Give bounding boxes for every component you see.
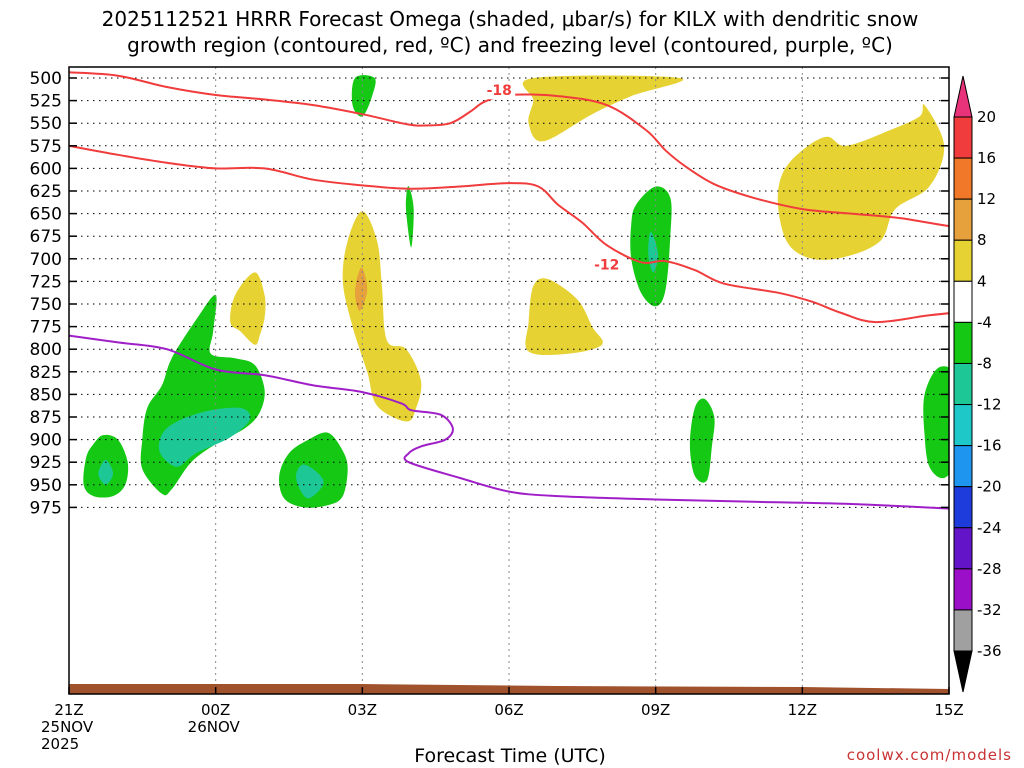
y-tick-label: 550 bbox=[30, 114, 62, 134]
isotherm-minus-12-label-bg bbox=[590, 255, 623, 274]
y-tick-label: 925 bbox=[30, 453, 62, 473]
y-tick-label: 600 bbox=[30, 159, 62, 179]
colorbar-label: -32 bbox=[977, 601, 1002, 619]
x-tick-label: 25NOV bbox=[41, 718, 94, 736]
colorbar-label: -36 bbox=[977, 642, 1002, 660]
omega-region-0 bbox=[522, 75, 684, 142]
colorbar-band bbox=[953, 362, 973, 406]
colorbar-band bbox=[953, 157, 973, 200]
colorbar-label: 8 bbox=[977, 231, 987, 249]
omega-region-7 bbox=[405, 186, 414, 248]
colorbar: 20 16 12 8 4 -4 -8 -12 -16 -20 -24 -28 -32 -36 bbox=[953, 75, 1002, 693]
colorbar-band bbox=[953, 568, 973, 611]
colorbar-label: -16 bbox=[977, 437, 1002, 455]
chart-title-line-1: 2025112521 HRRR Forecast Omega (shaded, … bbox=[102, 7, 919, 31]
y-tick-label: 675 bbox=[30, 227, 62, 247]
colorbar-label: 20 bbox=[977, 108, 996, 126]
omega-region-3 bbox=[230, 272, 266, 345]
y-tick-label: 575 bbox=[30, 137, 62, 157]
x-tick-label: 21Z bbox=[54, 701, 83, 719]
x-tick-label: 26NOV bbox=[188, 718, 241, 736]
colorbar-band bbox=[953, 239, 973, 282]
y-tick-label: 950 bbox=[30, 476, 62, 496]
x-tick-label: 15Z bbox=[934, 701, 963, 719]
colorbar-label: 16 bbox=[977, 149, 996, 167]
freezing-level-line bbox=[69, 334, 949, 510]
y-tick-label: 625 bbox=[30, 182, 62, 202]
colorbar-label: 4 bbox=[977, 272, 987, 290]
isotherm-minus-12 bbox=[69, 144, 949, 324]
y-tick-label: 875 bbox=[30, 408, 62, 428]
y-tick-label: 775 bbox=[30, 318, 62, 338]
y-tick-label: 500 bbox=[30, 69, 62, 89]
x-tick-label: 12Z bbox=[788, 701, 817, 719]
colorbar-band bbox=[953, 116, 973, 159]
plot-area bbox=[83, 75, 949, 508]
colorbar-band bbox=[953, 280, 973, 323]
credit-text: coolwx.com/models bbox=[847, 746, 1012, 764]
omega-region-15 bbox=[98, 459, 113, 485]
colorbar-label: -24 bbox=[977, 519, 1002, 537]
omega-region-12 bbox=[689, 398, 715, 483]
y-tick-label: 700 bbox=[30, 250, 62, 270]
x-axis-label: Forecast Time (UTC) bbox=[414, 745, 605, 767]
colorbar-bottom-arrow bbox=[953, 650, 973, 693]
x-tick-label: 2025 bbox=[41, 735, 79, 753]
x-tick-label: 00Z bbox=[201, 701, 230, 719]
omega-region-2 bbox=[342, 211, 422, 422]
omega-region-6 bbox=[351, 75, 376, 117]
omega-region-4 bbox=[525, 278, 603, 356]
isotherm-minus-12-label: -12 bbox=[594, 257, 619, 273]
colorbar-label: -12 bbox=[977, 396, 1002, 414]
y-tick-label: 725 bbox=[30, 272, 62, 292]
y-tick-label: 825 bbox=[30, 363, 62, 383]
x-tick-label: 06Z bbox=[494, 701, 523, 719]
y-tick-label: 900 bbox=[30, 431, 62, 451]
grid-lines bbox=[69, 67, 949, 694]
y-tick-label: 750 bbox=[30, 295, 62, 315]
x-tick-label: 09Z bbox=[641, 701, 670, 719]
colorbar-label: -4 bbox=[977, 313, 992, 331]
y-tick-label: 850 bbox=[30, 385, 62, 405]
colorbar-label: 12 bbox=[977, 190, 996, 208]
x-tick-label: 03Z bbox=[348, 701, 377, 719]
colorbar-band bbox=[953, 486, 973, 529]
colorbar-band bbox=[953, 198, 973, 241]
colorbar-top-arrow bbox=[953, 75, 973, 118]
contour-lines: -18 -12 bbox=[69, 71, 949, 510]
colorbar-label: -28 bbox=[977, 560, 1002, 578]
isotherm-minus-18-label: -18 bbox=[487, 83, 512, 99]
omega-region-5 bbox=[354, 267, 368, 311]
isotherm-minus-18-label-bg bbox=[483, 81, 516, 100]
omega-region-16 bbox=[296, 464, 324, 499]
omega-region-1 bbox=[777, 103, 945, 260]
y-tick-label: 650 bbox=[30, 205, 62, 225]
y-tick-label: 800 bbox=[30, 340, 62, 360]
omega-region-14 bbox=[158, 407, 251, 467]
colorbar-band bbox=[953, 321, 973, 364]
colorbar-band bbox=[953, 404, 973, 447]
colorbar-band bbox=[953, 527, 973, 570]
chart-title-line-2: growth region (contoured, red, ºC) and f… bbox=[127, 33, 893, 57]
y-tick-label: 975 bbox=[30, 498, 62, 518]
colorbar-label: -8 bbox=[977, 354, 992, 372]
colorbar-band bbox=[953, 609, 973, 652]
colorbar-band bbox=[953, 445, 973, 488]
colorbar-label: -20 bbox=[977, 478, 1002, 496]
y-tick-label: 525 bbox=[30, 92, 62, 112]
